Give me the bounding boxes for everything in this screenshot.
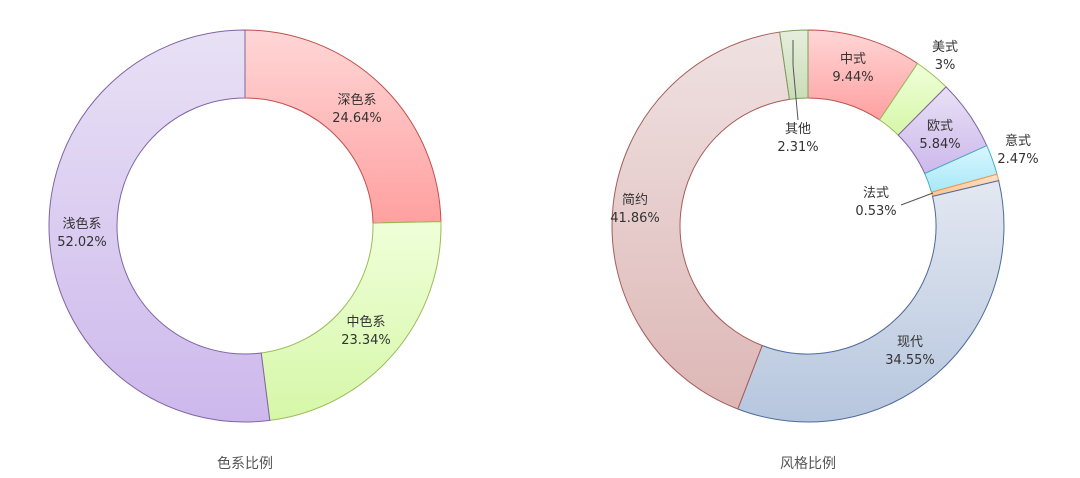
donut-1-value-label: 23.34% (341, 333, 391, 348)
donut-2-leader-line-5 (900, 192, 934, 206)
donut-2-segment-6 (737, 180, 1005, 423)
donut-2-category-label: 法式 (863, 186, 889, 201)
donut-1-value-label: 52.02% (57, 235, 107, 250)
donut-1-category-label: 深色系 (337, 92, 376, 108)
donut-2-value-label: 2.47% (997, 152, 1038, 167)
donut-2-value-label: 34.55% (885, 353, 935, 368)
donut-2-value-label: 0.53% (855, 204, 896, 219)
donut-2-value-label: 9.44% (832, 70, 873, 85)
style-ratio-caption: 风格比例 (780, 456, 836, 472)
donut-2-category-label: 意式 (1005, 133, 1031, 149)
donut-1-segment-1 (244, 29, 442, 224)
donut-2-category-label: 简约 (622, 192, 648, 208)
donut-2-category-label: 现代 (897, 335, 923, 350)
donut-2-category-label: 欧式 (927, 119, 953, 134)
donut-2-value-label: 3% (935, 58, 956, 73)
donut-2-segment-8 (779, 29, 809, 100)
color-ratio-donut-chart: 深色系 24.64% 中色系 23.34% 浅色系 52.02% (48, 29, 442, 423)
donut-1-category-label: 浅色系 (62, 216, 101, 232)
donut-2-category-label: 中式 (840, 52, 866, 67)
donut-1-value-label: 24.64% (332, 111, 382, 126)
donut-2-value-label: 2.31% (777, 140, 818, 155)
donut-2-leader-line-8 (792, 40, 799, 121)
color-ratio-caption: 色系比例 (217, 455, 273, 472)
style-ratio-donut-chart: 中式 9.44% 美式 3% 欧式 5.84% 意式 2.47% 法式 0.53% 现代 34.55%… (610, 29, 1039, 423)
donut-1-category-label: 中色系 (346, 314, 385, 330)
donut-2-segment-7 (611, 31, 791, 410)
donut-1-segment-3 (48, 29, 271, 423)
donut-1-segment-2 (260, 221, 442, 421)
donut-2-value-label: 5.84% (919, 137, 960, 152)
donut-2-category-label: 美式 (932, 40, 958, 55)
donut-2-value-label: 41.86% (610, 211, 660, 226)
donut-2-category-label: 其他 (785, 122, 811, 137)
